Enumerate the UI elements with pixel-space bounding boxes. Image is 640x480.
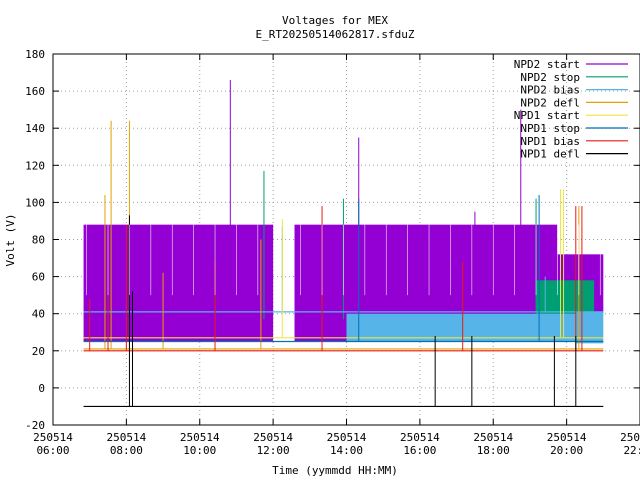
- chart-subtitle: E_RT20250514062817.sfduZ: [256, 28, 415, 41]
- y-tick-label: 100: [25, 196, 45, 209]
- x-axis: 25051406:0025051408:0025051410:002505141…: [33, 54, 640, 457]
- x-tick-time: 22:00: [623, 444, 640, 457]
- x-tick-time: 06:00: [36, 444, 69, 457]
- x-tick-date: 250514: [107, 431, 147, 444]
- x-tick-time: 12:00: [257, 444, 290, 457]
- legend-label: NPD1 bias: [520, 135, 580, 148]
- npd2-bias-band: [575, 311, 604, 344]
- y-axis-label: Volt (V): [4, 214, 17, 267]
- y-tick-label: 80: [32, 234, 45, 247]
- x-tick-date: 250514: [33, 431, 73, 444]
- x-tick-date: 250514: [180, 431, 220, 444]
- x-tick-time: 16:00: [403, 444, 436, 457]
- y-tick-label: -20: [25, 419, 45, 432]
- legend-label: NPD1 defl: [520, 148, 580, 161]
- y-axis: -20 0 20 40 60 80 100 120 140 160 180: [25, 48, 640, 432]
- y-tick-label: 120: [25, 159, 45, 172]
- legend-label: NPD2 defl: [520, 96, 580, 109]
- y-tick-label: 60: [32, 271, 45, 284]
- x-tick-date: 250514: [400, 431, 440, 444]
- plot-frame: [52, 53, 640, 426]
- y-tick-label: 40: [32, 308, 45, 321]
- x-axis-label: Time (yymmdd HH:MM): [272, 464, 398, 477]
- x-tick-date: 250514: [620, 431, 640, 444]
- x-tick-time: 14:00: [330, 444, 363, 457]
- legend-label: NPD2 bias: [520, 84, 580, 97]
- y-tick-label: 140: [25, 122, 45, 135]
- x-tick-date: 250514: [253, 431, 293, 444]
- x-tick-date: 250514: [473, 431, 513, 444]
- npd2-bias-band: [346, 313, 576, 342]
- legend-label: NPD2 stop: [520, 71, 580, 84]
- x-tick-time: 18:00: [477, 444, 510, 457]
- x-tick-time: 20:00: [550, 444, 583, 457]
- npd2-start-band: [83, 224, 274, 342]
- y-tick-label: 20: [32, 345, 45, 358]
- legend-label: NPD2 start: [514, 58, 580, 71]
- x-tick-date: 250514: [547, 431, 587, 444]
- legend-label: NPD1 stop: [520, 122, 580, 135]
- x-tick-time: 08:00: [110, 444, 143, 457]
- plot-area: [83, 79, 604, 408]
- y-tick-label: 180: [25, 48, 45, 61]
- y-tick-label: 160: [25, 85, 45, 98]
- x-tick-time: 10:00: [183, 444, 216, 457]
- legend-label: NPD1 start: [514, 109, 580, 122]
- x-tick-date: 250514: [327, 431, 367, 444]
- chart-title: Voltages for MEX: [282, 14, 388, 27]
- y-tick-label: 0: [38, 382, 45, 395]
